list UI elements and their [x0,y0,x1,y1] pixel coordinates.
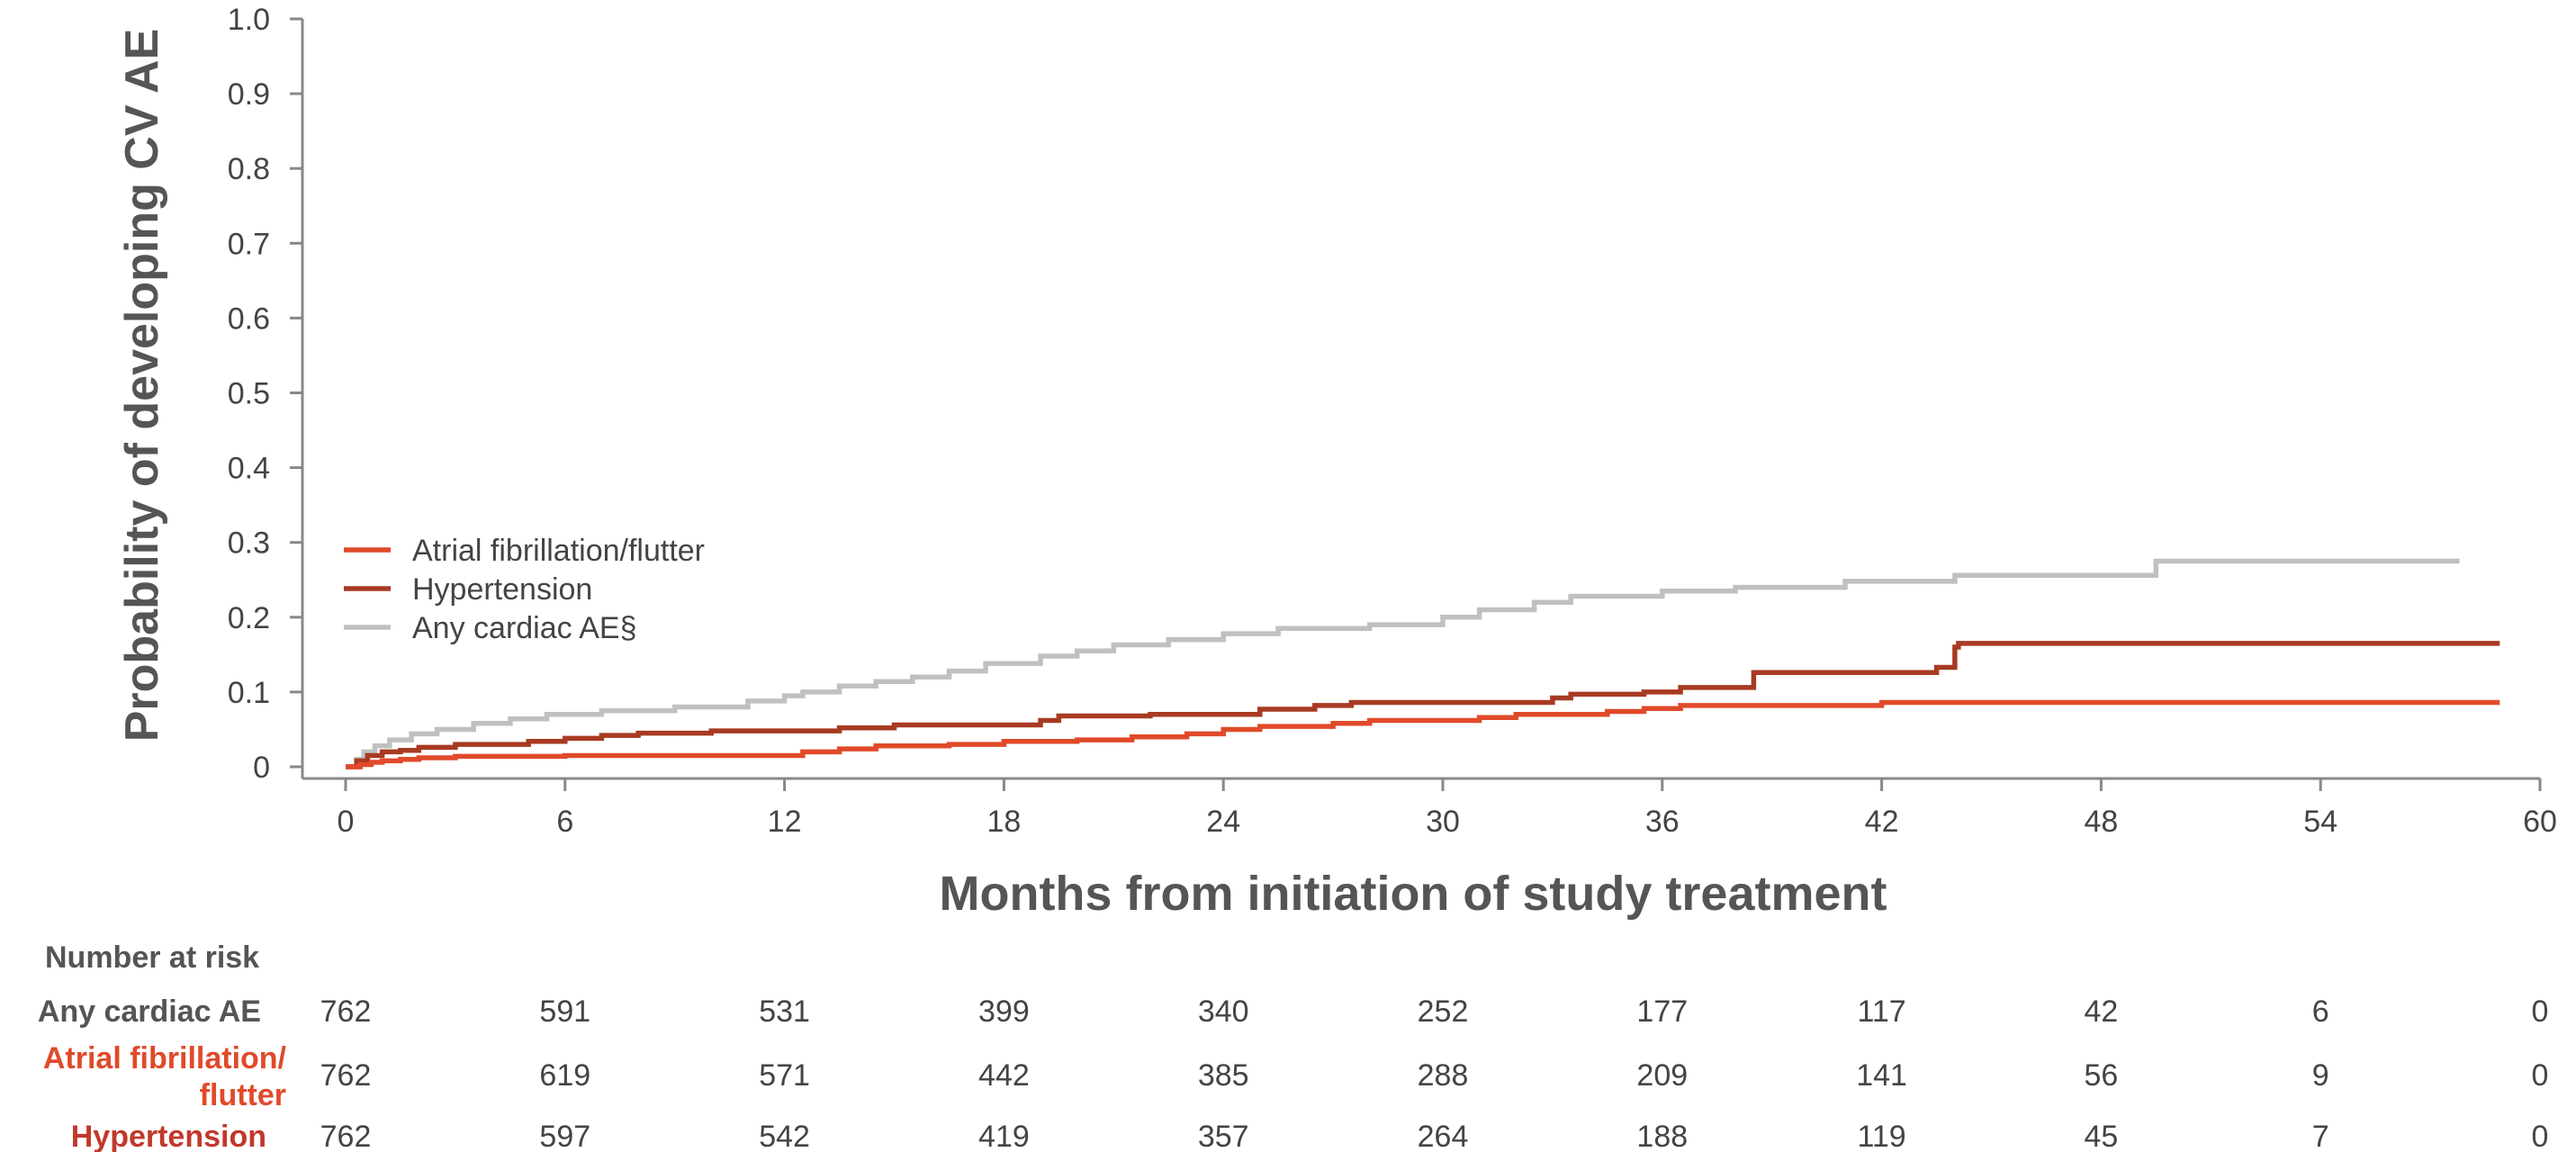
risk-value: 357 [1198,1120,1249,1152]
risk-value: 288 [1418,1058,1469,1093]
risk-value: 209 [1636,1058,1688,1093]
risk-value: 9 [2312,1058,2329,1093]
y-tick-label: 0.9 [228,77,270,112]
x-tick-label: 12 [768,805,802,839]
axes: 0 0.1 0.2 0.3 0.4 0.5 0.6 0.7 0.8 0.9 1.0 0 6 12 18 24 3… [228,3,2557,839]
risk-value: 0 [2532,1120,2549,1152]
risk-value: 762 [320,1120,372,1152]
series-line-2 [346,558,2460,770]
y-tick-label: 0 [253,751,270,785]
risk-value: 0 [2532,1058,2549,1093]
y-tick-label: 0.4 [228,452,270,486]
risk-value: 188 [1636,1120,1688,1152]
y-tick-label: 0.1 [228,676,270,710]
legend-label: Any cardiac AE§ [412,611,636,645]
legend: Atrial fibrillation/flutter Hypertension A… [344,534,705,645]
risk-value: 56 [2084,1058,2118,1093]
x-tick-label: 42 [1865,805,1899,839]
risk-value: 597 [539,1120,590,1152]
risk-value: 177 [1636,994,1688,1029]
risk-value: 6 [2312,994,2329,1029]
x-tick-label: 24 [1206,805,1240,839]
x-tick-label: 54 [2303,805,2337,839]
risk-value: 442 [978,1058,1030,1093]
y-tick-label: 0.6 [228,302,270,336]
risk-value: 385 [1198,1058,1249,1093]
risk-value: 340 [1198,994,1249,1029]
risk-value: 591 [539,994,590,1029]
risk-value: 252 [1418,994,1469,1029]
risk-value: 0 [2532,994,2549,1029]
series-line-1 [346,641,2500,770]
legend-label: Atrial fibrillation/flutter [412,534,705,568]
risk-value: 141 [1856,1058,1907,1093]
legend-label: Hypertension [412,572,592,607]
risk-row-label: Any cardiac AE [38,994,261,1029]
y-tick-label: 0.3 [228,526,270,561]
x-tick-label: 18 [986,805,1021,839]
x-tick-label: 6 [556,805,573,839]
risk-value: 762 [320,1058,372,1093]
risk-value: 762 [320,994,372,1029]
risk-value: 119 [1857,1120,1905,1152]
x-axis-title: Months from initiation of study treatmen… [940,867,1887,921]
x-tick-label: 36 [1645,805,1680,839]
risk-value: 531 [759,994,810,1029]
risk-value: 619 [539,1058,590,1093]
risk-value: 542 [759,1120,810,1152]
y-axis-title: Probability of developing CV AE [116,29,168,742]
y-tick-label: 0.8 [228,152,270,186]
y-tick-label: 0.2 [228,601,270,635]
y-tick-label: 1.0 [228,3,270,37]
risk-value: 45 [2084,1120,2118,1152]
risk-value: 399 [978,994,1030,1029]
risk-value: 264 [1418,1120,1469,1152]
risk-row-label: Atrial fibrillation/ [43,1041,287,1076]
risk-value: 571 [759,1058,810,1093]
series-line-0 [346,699,2500,770]
risk-value: 117 [1857,994,1905,1029]
risk-value: 419 [978,1120,1030,1152]
x-tick-label: 30 [1426,805,1460,839]
x-tick-label: 60 [2523,805,2557,839]
risk-value: 7 [2312,1120,2329,1152]
risk-value: 42 [2084,994,2118,1029]
y-tick-label: 0.7 [228,227,270,261]
risk-row-label: Hypertension [71,1120,266,1152]
x-tick-label: 0 [338,805,355,839]
series-lines [346,558,2500,770]
risk-table-header: Number at risk [45,940,259,975]
risk-table: Number at risk Any cardiac AE 762 591 531 399… [38,940,2549,1152]
risk-row-label: flutter [200,1078,286,1112]
y-tick-label: 0.5 [228,377,270,411]
x-tick-label: 48 [2084,805,2118,839]
